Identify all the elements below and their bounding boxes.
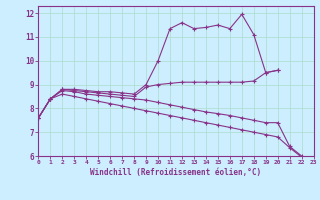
- X-axis label: Windchill (Refroidissement éolien,°C): Windchill (Refroidissement éolien,°C): [91, 168, 261, 177]
